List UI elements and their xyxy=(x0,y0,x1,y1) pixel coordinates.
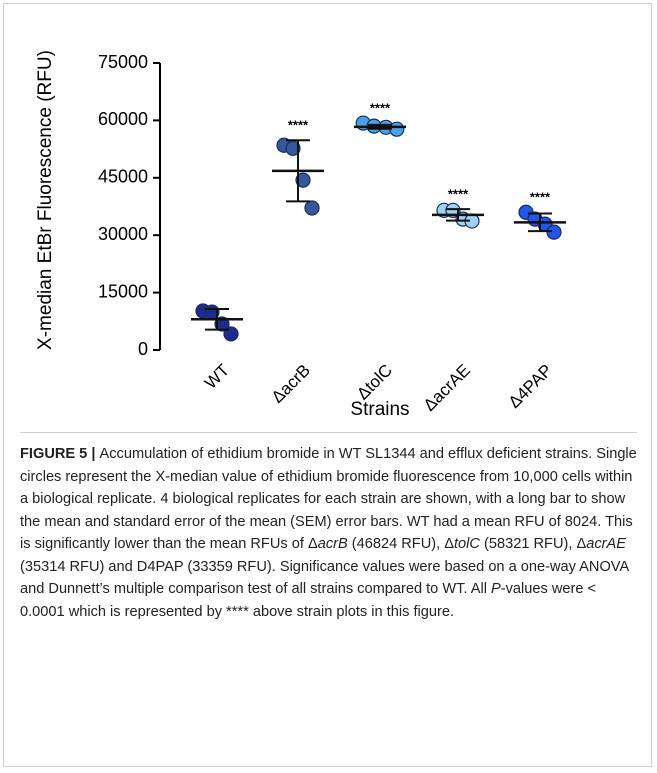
x-tick-label: ΔtolC xyxy=(353,361,396,404)
caption-text: (58321 RFU), Δ xyxy=(479,536,587,552)
y-axis-title: X-median EtBr Fluorescence (RFU) xyxy=(35,50,56,350)
caption-text: tolC xyxy=(453,536,480,552)
significance-label: **** xyxy=(370,101,391,116)
significance-label: **** xyxy=(530,190,551,205)
y-tick-label: 45000 xyxy=(98,167,148,187)
y-tick-label: 15000 xyxy=(98,281,148,301)
significance-label: **** xyxy=(448,187,469,202)
x-tick-label: WT xyxy=(201,361,233,393)
caption-text: (46824 RFU), Δ xyxy=(347,536,454,552)
x-axis-title: Strains xyxy=(350,399,409,420)
caption-text: -values were < 0.0001 which is represent… xyxy=(20,581,597,620)
y-tick-label: 0 xyxy=(138,339,148,359)
caption-text: FIGURE 5 | xyxy=(20,446,100,462)
y-tick-label: 60000 xyxy=(98,109,148,129)
y-tick-label: 30000 xyxy=(98,224,148,244)
caption-text: Accumulation of ethidium bromide in WT S… xyxy=(20,446,637,552)
caption-text: P xyxy=(491,581,501,597)
caption-text: acrAE xyxy=(586,536,626,552)
x-tick-label: Δ4PAP xyxy=(505,361,556,412)
chart: X-median EtBr Fluorescence (RFU) Strains… xyxy=(35,50,566,420)
figure xyxy=(3,3,652,767)
data-point xyxy=(295,172,311,188)
data-point xyxy=(285,140,301,156)
y-tick-label: 75000 xyxy=(98,52,148,72)
significance-label: **** xyxy=(288,118,309,133)
caption: FIGURE 5 | Accumulation of ethidium brom… xyxy=(20,432,637,623)
x-tick-label: ΔacrB xyxy=(268,361,314,407)
x-tick-label: ΔacrAE xyxy=(420,361,474,415)
caption-text: acrB xyxy=(317,536,348,552)
data-point xyxy=(304,200,320,216)
caption-text: (35314 RFU) and D4PAP (33359 RFU). Signi… xyxy=(20,558,629,598)
